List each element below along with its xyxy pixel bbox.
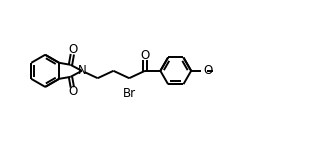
Text: N: N	[78, 64, 86, 77]
Text: O: O	[204, 64, 213, 77]
Text: O: O	[68, 85, 77, 98]
Text: O: O	[68, 43, 77, 56]
Text: Br: Br	[123, 87, 136, 100]
Text: O: O	[140, 49, 149, 62]
